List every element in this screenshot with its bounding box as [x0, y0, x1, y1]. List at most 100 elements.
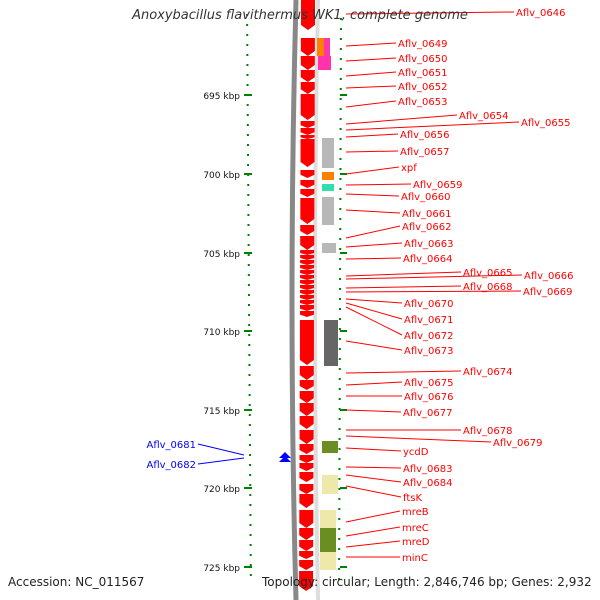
gene-arrow: [299, 430, 314, 444]
scale-dot: [246, 64, 249, 66]
gene-label-left: Aflv_0681: [146, 440, 196, 451]
label-connector: [345, 526, 401, 537]
scale-dot-right: [338, 478, 341, 480]
feature-block: [320, 510, 336, 528]
scale-dot-right: [338, 488, 341, 490]
scale-dot: [247, 164, 250, 166]
scale-dot: [246, 134, 249, 136]
scale-dot-right: [338, 518, 341, 520]
scale-major-tick: [244, 173, 252, 175]
scale-dot-right: [338, 448, 341, 450]
gene-arrow: [300, 82, 315, 94]
scale-dot-right: [339, 158, 342, 160]
gene-label: Aflv_0663: [404, 239, 454, 250]
scale-major-tick-right: [340, 487, 347, 489]
scale-dot: [248, 354, 251, 356]
gene-label: Aflv_0662: [402, 222, 452, 233]
scale-dot: [246, 114, 249, 116]
scale-dot: [247, 154, 250, 156]
gene-labels[interactable]: Aflv_0646 Aflv_0649 Aflv_0650 Aflv_0651 Aflv…: [146, 8, 573, 564]
gene-arrow: [300, 280, 315, 285]
scale-dot-right: [338, 408, 341, 410]
scale-dot: [248, 414, 251, 416]
gene-label: ycdD: [403, 447, 429, 458]
gene-arrow: [299, 444, 314, 454]
gene-arrow: [299, 311, 314, 317]
scale-dot: [247, 244, 250, 246]
scale-dot: [249, 524, 252, 526]
gene-label: Aflv_0668: [463, 282, 513, 293]
feature-block: [322, 138, 334, 168]
gene-arrow: [299, 380, 314, 390]
scale-dot-right: [338, 458, 341, 460]
gene-label: Aflv_0661: [402, 209, 452, 220]
scale-major-tick: [244, 94, 252, 96]
gene-arrow: [300, 255, 315, 260]
gene-arrow-left-strand: [279, 452, 291, 458]
genome-backbone-inner: [313, 0, 320, 600]
scale-dot: [246, 74, 249, 76]
gene-arrow: [299, 551, 314, 559]
label-connector: [345, 340, 403, 351]
scale-dot: [248, 424, 251, 426]
scale-dot-right: [338, 318, 341, 320]
scale-dot: [246, 24, 249, 26]
gene-label: mreD: [402, 537, 430, 548]
feature-block: [324, 38, 330, 56]
scale-dot-right: [338, 498, 341, 500]
scale-label: 715 kbp: [203, 407, 240, 417]
gene-arrow: [299, 484, 314, 494]
gene-arrow: [300, 295, 315, 300]
label-connector: [345, 57, 397, 62]
scale-dot: [247, 194, 250, 196]
scale-dot: [247, 234, 250, 236]
scale-dot: [249, 564, 252, 566]
scale-dot-right: [339, 88, 342, 90]
gene-label: Aflv_0672: [404, 331, 454, 342]
scale-major-tick-right: [340, 566, 347, 568]
gene-arrow: [299, 494, 314, 508]
scale-dot-right: [339, 168, 342, 170]
gene-label: Aflv_0654: [459, 111, 509, 122]
scale-dot: [246, 14, 249, 16]
gene-label: Aflv_0660: [401, 192, 451, 203]
gene-arrows[interactable]: [279, 0, 315, 591]
feature-blocks: [317, 38, 338, 570]
scale-dot: [248, 344, 251, 346]
label-connector: [345, 242, 403, 248]
gene-arrow: [299, 560, 314, 570]
scale-dot-right: [338, 368, 341, 370]
label-connector: [345, 274, 523, 280]
scale-dot-right: [338, 328, 341, 330]
label-connector: [345, 85, 397, 89]
gene-arrow: [300, 189, 315, 197]
scale-dot: [249, 574, 252, 576]
genome-title: Anoxybacillus flavithermus WK1, complete…: [132, 8, 468, 23]
scale-dot: [249, 534, 252, 536]
gene-label: Aflv_0670: [404, 299, 454, 310]
feature-block: [317, 38, 324, 56]
scale-major-tick: [244, 330, 252, 332]
scale-dot-right: [339, 108, 342, 110]
scale-dot-right: [338, 358, 341, 360]
gene-arrow: [300, 94, 315, 120]
scale-dot-right: [339, 278, 342, 280]
gene-arrow: [300, 139, 315, 167]
scale-dot: [247, 294, 250, 296]
gene-label: mreC: [402, 523, 429, 534]
label-connector: [345, 290, 522, 293]
gene-label: Aflv_0673: [404, 346, 454, 357]
label-connector: [345, 474, 402, 483]
scale-dot: [246, 34, 249, 36]
scale-dot-right: [338, 558, 341, 560]
scale-dot-right: [338, 468, 341, 470]
gene-label: Aflv_0653: [398, 97, 448, 108]
gene-arrow: [300, 250, 315, 255]
scale-dot: [248, 404, 251, 406]
scale-dot-right: [339, 228, 342, 230]
scale-dot-right: [339, 48, 342, 50]
scale-dot-right: [339, 118, 342, 120]
scale-dot-right: [339, 248, 342, 250]
feature-block: [322, 197, 334, 225]
